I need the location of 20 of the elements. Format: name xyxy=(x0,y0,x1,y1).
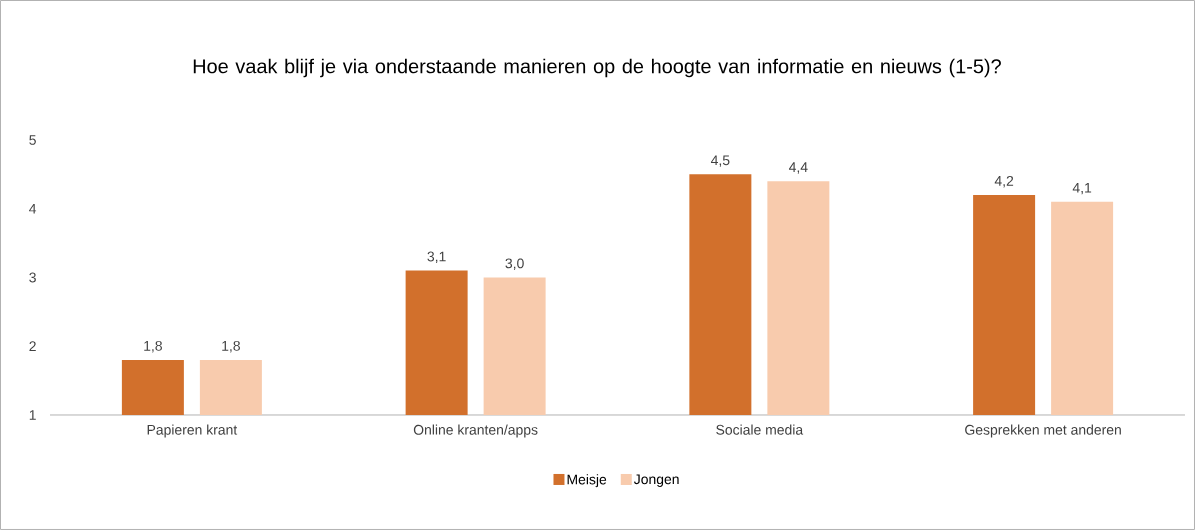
x-tick-label: Gesprekken met anderen xyxy=(965,424,1121,438)
chart-title: Hoe vaak blijf je via onderstaande manieren op de hoogte van informatie en nieuws (1-5)? xyxy=(193,58,1001,78)
y-tick-label: 5 xyxy=(29,135,36,145)
y-tick-label: 4 xyxy=(29,203,37,214)
data-label: 1,8 xyxy=(144,340,162,353)
data-label: 4,4 xyxy=(788,162,808,174)
y-tick-label: 2 xyxy=(29,341,36,352)
x-tick-label: Papieren krant xyxy=(147,424,238,438)
data-label: 4,5 xyxy=(710,155,730,167)
legend-label: Jongen xyxy=(633,474,679,487)
data-label: 3,1 xyxy=(427,251,446,264)
data-label: 3,0 xyxy=(505,258,524,270)
data-label: 4,1 xyxy=(1072,182,1092,195)
data-label: 1,8 xyxy=(222,340,240,353)
x-tick-label: Sociale media xyxy=(716,424,804,435)
y-tick-label: 3 xyxy=(29,272,36,283)
y-tick-label: 1 xyxy=(29,410,36,420)
x-tick-label: Online kranten/apps xyxy=(413,424,538,438)
data-label: 4,2 xyxy=(994,175,1014,188)
legend-label: Meisje xyxy=(567,474,607,488)
